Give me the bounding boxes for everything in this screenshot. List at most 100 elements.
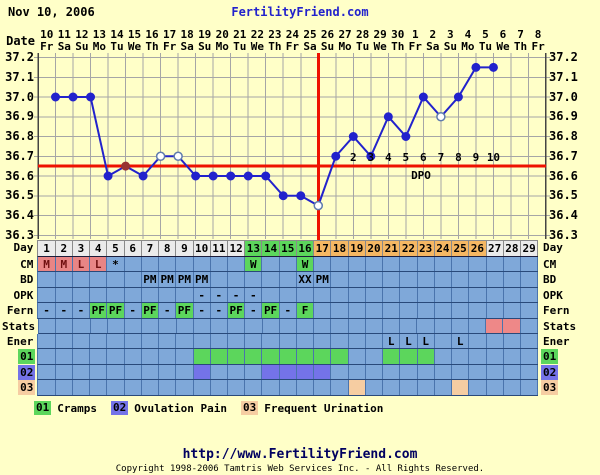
- grid-cell: [90, 272, 108, 287]
- day-cell: 25: [452, 241, 470, 256]
- grid-cell: L: [400, 333, 418, 349]
- table-row-ener: Ener L L L L Ener: [0, 333, 600, 350]
- grid-cell: [487, 303, 504, 318]
- table-row-01: 01 01: [0, 349, 600, 365]
- date-cell: 13: [92, 28, 107, 41]
- grid-cell: [400, 364, 418, 380]
- grid-cell: [38, 349, 56, 364]
- footer-url-link[interactable]: http://www.FertilityFriend.com: [182, 447, 418, 462]
- grid-cell: [452, 272, 470, 287]
- grid-cell: [228, 318, 246, 333]
- grid-cell: [435, 303, 453, 318]
- grid-cell: [90, 333, 108, 349]
- grid-cell: -: [38, 303, 56, 318]
- row-label: 02: [541, 364, 559, 380]
- row-label: Day: [13, 241, 34, 254]
- grid-cell: [469, 257, 487, 272]
- y-tick-rgt: 36.8: [549, 129, 578, 143]
- grid-cell: [211, 380, 228, 395]
- grid-cell: W: [245, 257, 263, 272]
- grid-cell: [521, 303, 539, 318]
- weekday-cell: Th: [145, 40, 159, 53]
- grid-cell: [159, 257, 177, 272]
- grid-cell: [383, 364, 401, 380]
- y-tick-rgt: 36.9: [549, 109, 578, 124]
- grid-cell: [297, 333, 315, 349]
- grid-cell: [331, 318, 349, 333]
- grid-cell: PM: [159, 272, 177, 287]
- grid-cell: [487, 380, 504, 395]
- grid-cell: [194, 380, 211, 395]
- temp-point: [208, 171, 218, 181]
- grid-cell: [91, 318, 108, 333]
- grid-cell: [142, 380, 160, 395]
- grid-cell: PF: [107, 303, 125, 318]
- grid-cell: -: [211, 303, 228, 318]
- grid-cell: -: [228, 287, 246, 303]
- grid-cell: [383, 349, 401, 364]
- temp-point: [261, 171, 271, 181]
- temp-point: [471, 62, 481, 72]
- grid-cell: [469, 364, 487, 380]
- date-cell: 28: [355, 28, 370, 41]
- grid-cell: [487, 333, 504, 349]
- temp-point: [313, 200, 324, 211]
- grid-cell: [521, 349, 539, 364]
- grid-cell: [125, 380, 142, 395]
- grid-cell: [383, 257, 401, 272]
- grid-cell: [296, 364, 315, 380]
- grid-cell: [314, 303, 332, 318]
- row-label: 03: [18, 380, 36, 396]
- grid-cell: [142, 318, 160, 333]
- grid-cell: [142, 349, 160, 364]
- grid-cell: [228, 364, 246, 380]
- grid-cell: [107, 380, 125, 395]
- temp-point: [243, 171, 253, 181]
- date-cell: 30: [391, 28, 405, 41]
- date-cell: 26: [320, 28, 335, 41]
- y-tick-rgt: 36.6: [549, 168, 578, 183]
- grid-cell: [73, 272, 91, 287]
- grid-cell: [90, 380, 108, 395]
- grid-cell: [211, 318, 229, 333]
- grid-cell: [383, 303, 401, 318]
- header-site-link[interactable]: FertilityFriend.com: [231, 5, 369, 19]
- date-cell: 18: [180, 28, 194, 41]
- grid-cell: [469, 318, 487, 333]
- grid-cell: M: [55, 257, 73, 272]
- grid-cell: [228, 257, 246, 272]
- grid-cell: [383, 380, 401, 395]
- grid-cell: [452, 364, 470, 380]
- grid-cell: [38, 333, 56, 349]
- grid-cell: [314, 287, 332, 303]
- grid-cell: [56, 349, 73, 364]
- grid-cell: [107, 287, 125, 303]
- grid-cell: [125, 257, 142, 272]
- grid-cell: PF: [262, 303, 280, 318]
- day-cell: 21: [383, 241, 401, 256]
- day-cell: 23: [417, 241, 435, 256]
- grid-cell: [107, 349, 125, 364]
- row-label: 01: [541, 349, 559, 365]
- legend-chip-03: 03: [240, 401, 259, 415]
- temp-point: [226, 171, 236, 181]
- grid-cell: [331, 287, 349, 303]
- day-cell: 8: [159, 241, 177, 256]
- day-cell: 11: [210, 241, 228, 256]
- grid-cell: [262, 272, 280, 287]
- grid-cell: [228, 272, 246, 287]
- weekday-cell: Sa: [57, 40, 71, 53]
- grid-cell: [56, 272, 73, 287]
- footer-copyright: Copyright 1998-2006 Tamtris Web Services…: [115, 464, 485, 474]
- weekday-cell: Th: [391, 40, 405, 53]
- dpo-label: 3: [368, 151, 375, 164]
- grid-cell: [452, 303, 470, 318]
- grid-cell: -: [159, 303, 177, 318]
- grid-cell: [73, 380, 91, 395]
- grid-cell: [504, 333, 521, 349]
- grid-cell: -: [245, 287, 263, 303]
- grid-cell: [125, 364, 142, 380]
- y-tick-lft: 36.4: [5, 208, 34, 222]
- grid-cell: [348, 380, 366, 395]
- day-cell: 12: [227, 241, 246, 256]
